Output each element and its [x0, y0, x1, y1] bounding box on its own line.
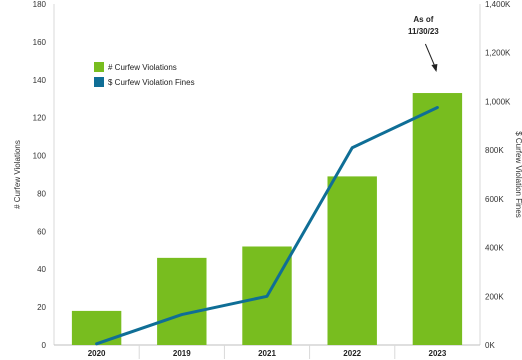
right-tick-label: 200K — [485, 292, 504, 301]
right-tick-label: 0K — [485, 341, 495, 350]
bar-2020 — [71, 310, 122, 345]
annotation-text: As of — [413, 15, 433, 24]
bar-2023 — [412, 93, 463, 346]
right-tick-label: 1,000K — [485, 97, 511, 106]
annotation-arrow-head — [431, 64, 438, 72]
left-tick-label: 40 — [37, 265, 46, 274]
category-label-2023: 2023 — [429, 349, 447, 358]
bar-2019 — [157, 257, 207, 345]
right-axis-label: $ Curfew Violation Fines — [514, 131, 522, 218]
line-series — [95, 106, 439, 346]
right-tick-label: 600K — [485, 195, 504, 204]
x-axis-categories: 2020 2019 2021 2022 2023 — [88, 349, 447, 358]
right-tick-label: 1,200K — [485, 49, 511, 58]
annotation: As of 11/30/23 — [408, 15, 439, 72]
legend-label-line: $ Curfew Violation Fines — [108, 78, 195, 87]
right-tick-label: 800K — [485, 146, 504, 155]
left-tick-label: 160 — [33, 38, 47, 47]
legend-label-bar: # Curfew Violations — [108, 63, 177, 72]
left-tick-label: 100 — [33, 152, 47, 161]
left-tick-label: 120 — [33, 114, 47, 123]
category-label-2022: 2022 — [343, 349, 361, 358]
line-point-2019 — [180, 313, 183, 316]
line-point-2020 — [95, 342, 98, 345]
legend-swatch-bar — [94, 62, 104, 72]
bar-2022 — [327, 176, 377, 345]
category-label-2021: 2021 — [258, 349, 276, 358]
right-tick-label: 400K — [485, 244, 504, 253]
category-label-2020: 2020 — [88, 349, 106, 358]
legend: # Curfew Violations $ Curfew Violation Fi… — [94, 62, 195, 87]
left-axis-label: # Curfew Violations — [13, 140, 22, 209]
left-axis-ticks: 0 20 40 60 80 100 120 140 160 180 — [33, 0, 47, 350]
line-point-2022 — [351, 146, 354, 149]
right-axis-ticks: 0K 200K 400K 600K 800K 1,000K 1,200K 1,400K — [485, 0, 511, 350]
left-tick-label: 60 — [37, 227, 46, 236]
annotation-text: 11/30/23 — [408, 27, 439, 36]
left-tick-label: 0 — [42, 341, 47, 350]
left-tick-label: 180 — [33, 0, 47, 9]
left-tick-label: 140 — [33, 76, 47, 85]
line-point-2021 — [265, 295, 269, 298]
legend-swatch-line — [94, 77, 104, 87]
line-point-2023 — [436, 106, 439, 109]
right-tick-label: 1,400K — [485, 0, 511, 9]
left-tick-label: 20 — [37, 303, 46, 312]
category-label-2019: 2019 — [173, 349, 191, 358]
bar-series — [71, 93, 463, 346]
left-tick-label: 80 — [37, 189, 46, 198]
